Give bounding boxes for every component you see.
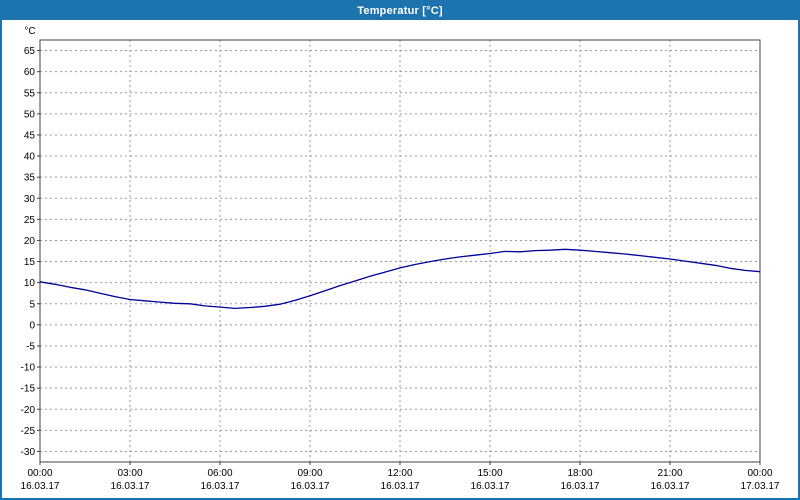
y-tick-label: 35 (24, 173, 36, 184)
x-date-label: 16.03.17 (651, 481, 690, 492)
y-tick-label: -5 (26, 341, 35, 352)
y-tick-label: 5 (29, 299, 35, 310)
y-tick-label: 20 (24, 236, 36, 247)
series-line-temperatur (39, 248, 761, 310)
y-tick-label: -25 (21, 426, 36, 437)
x-tick-label: 18:00 (567, 468, 592, 479)
chart-region: 65 60 55 50 45 40 35 30 25 20 15 10 5 0 -5 -10 -15 -20 -25… (2, 20, 798, 498)
y-tick-label: 60 (24, 67, 36, 78)
x-tick-label: 21:00 (657, 468, 682, 479)
x-tick-label: 03:00 (117, 468, 142, 479)
temperature-line-chart: 65605550454035302520151050-5-10-15-20-25… (21, 26, 780, 492)
window-title: Temperatur [°C] (357, 5, 443, 17)
x-date-label: 16.03.17 (381, 481, 420, 492)
x-tick-label: 00:00 (27, 468, 52, 479)
x-date-label: 16.03.17 (561, 481, 600, 492)
y-tick-label: 65 (24, 46, 36, 57)
y-tick-label: -15 (21, 384, 36, 395)
y-tick-label: -30 (21, 447, 36, 458)
y-tick-label: 55 (24, 88, 36, 99)
window-titlebar[interactable]: Temperatur [°C] (2, 2, 798, 20)
x-tick-label: 06:00 (207, 468, 232, 479)
y-tick-label: 40 (24, 152, 36, 163)
x-tick-label: 09:00 (297, 468, 322, 479)
y-tick-label: 25 (24, 215, 36, 226)
x-date-label: 16.03.17 (21, 481, 60, 492)
x-date-label: 16.03.17 (471, 481, 510, 492)
y-tick-label: 50 (24, 109, 36, 120)
y-tick-label: -20 (21, 405, 36, 416)
x-tick-label: 12:00 (387, 468, 412, 479)
plot-border (39, 39, 761, 463)
x-date-label: 17.03.17 (741, 481, 780, 492)
y-tick-label: 30 (24, 194, 36, 205)
y-tick-label: -10 (21, 363, 36, 374)
x-tick-label: 00:00 (747, 468, 772, 479)
x-tick-label: 15:00 (477, 468, 502, 479)
x-date-label: 16.03.17 (291, 481, 330, 492)
x-date-label: 16.03.17 (201, 481, 240, 492)
y-axis-unit-label: °C (24, 26, 35, 37)
y-tick-label: 15 (24, 257, 36, 268)
x-date-label: 16.03.17 (111, 481, 150, 492)
y-tick-label: 45 (24, 130, 36, 141)
y-tick-label: 0 (29, 320, 35, 331)
y-tick-label: 10 (24, 278, 36, 289)
